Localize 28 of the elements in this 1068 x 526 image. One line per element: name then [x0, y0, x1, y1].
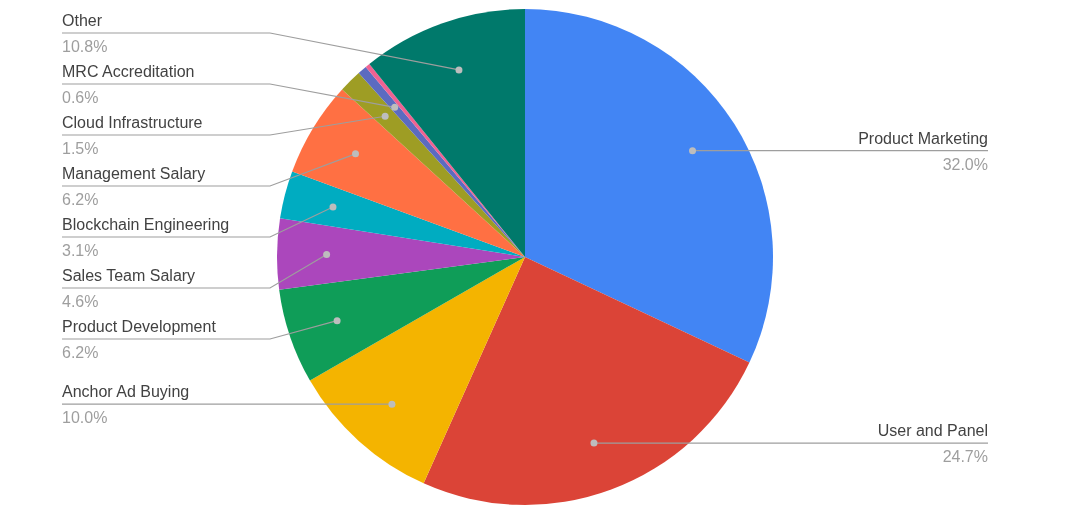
- data-label: 0.6%: [62, 89, 99, 106]
- pie-slice: [277, 218, 525, 290]
- data-label: 6.2%: [62, 191, 99, 208]
- pie-slice: [309, 257, 525, 484]
- slice-label: Management Salary: [62, 165, 206, 182]
- data-label: 32.0%: [942, 155, 988, 173]
- slice-label: Product Marketing: [858, 129, 988, 147]
- slice-label: Cloud Infrastructure: [62, 114, 203, 131]
- slice-label: Blockchain Engineering: [62, 216, 230, 233]
- slice-label: MRC Accreditation: [62, 63, 195, 80]
- data-label: 24.7%: [942, 448, 988, 466]
- slice-label: Anchor Ad Buying: [62, 383, 190, 401]
- data-label: 10.8%: [62, 38, 108, 55]
- slice-label: Sales Team Salary: [62, 267, 196, 284]
- slice-label: Other: [62, 12, 103, 29]
- pie-slice: [369, 9, 525, 257]
- data-label: 4.6%: [62, 293, 99, 310]
- pie-slice: [280, 171, 525, 257]
- pie-slice: [525, 9, 773, 363]
- pie-slice: [423, 257, 750, 505]
- data-label: 10.0%: [62, 409, 108, 427]
- data-label: 3.1%: [62, 242, 99, 259]
- data-label: 1.5%: [62, 140, 99, 157]
- pie-slice: [279, 257, 525, 381]
- slice-label: Product Development: [62, 318, 217, 335]
- slice-label: User and Panel: [877, 422, 988, 440]
- data-label: 6.2%: [62, 344, 99, 361]
- pie-slice: [292, 89, 525, 257]
